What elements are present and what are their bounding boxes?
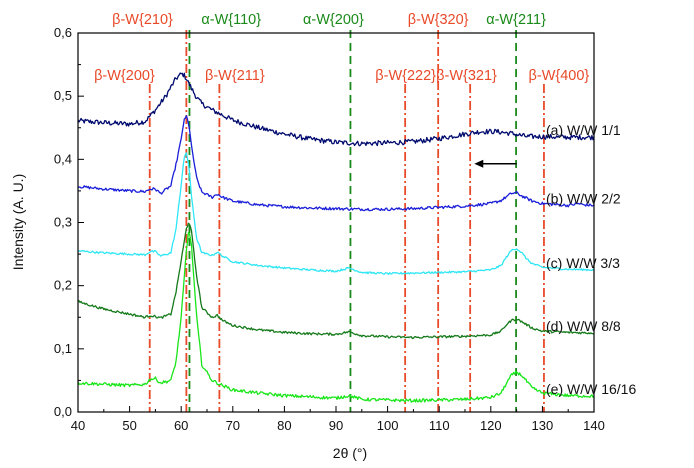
series-line-d-w-w-8-8 <box>77 222 595 340</box>
x-tick-label: 60 <box>174 418 188 433</box>
series-group <box>77 72 595 403</box>
y-tick-label: 0,0 <box>54 404 72 419</box>
series-label-c-w-w-3-3: (c) W/W 3/3 <box>546 255 620 271</box>
series-label-b-w-w-2-2: (b) W/W 2/2 <box>546 190 621 206</box>
x-tick-label: 140 <box>583 418 605 433</box>
ref-label-w-210: β-W{210} <box>112 12 173 28</box>
series-line-c-w-w-3-3 <box>77 152 595 276</box>
series-line-a-w-w-1-1 <box>77 72 595 147</box>
x-tick-label: 80 <box>277 418 291 433</box>
reference-lines <box>148 30 545 412</box>
y-tick-label: 0,3 <box>54 215 72 230</box>
ref-label-w-211: α-W{211} <box>486 12 546 28</box>
series-line-e-w-w-16-16 <box>77 231 595 403</box>
x-tick-label: 90 <box>329 418 343 433</box>
x-tick-label: 130 <box>532 418 554 433</box>
shift-arrow-head-icon <box>474 159 484 168</box>
y-tick-label: 0,2 <box>54 278 72 293</box>
y-tick-label: 0,6 <box>54 25 72 40</box>
ref-label-w-321: β-W{321} <box>436 68 497 84</box>
ref-label-w-320: β-W{320} <box>408 12 469 28</box>
x-tick-label: 120 <box>480 418 502 433</box>
x-tick-label: 40 <box>71 418 85 433</box>
x-tick-label: 70 <box>226 418 240 433</box>
x-axis-title: 2θ (°) <box>333 445 367 461</box>
y-tick-label: 0,5 <box>54 88 72 103</box>
ref-label-w-110: α-W{110} <box>201 12 261 28</box>
labels: β-W{200} β-W{210} α-W{110} β-W{211} α-W{200}… <box>94 12 636 397</box>
ref-label-w-222: β-W{222} <box>375 68 436 84</box>
annotations <box>474 159 517 168</box>
y-tick-label: 0,1 <box>54 341 72 356</box>
series-label-e-w-w-16-16: (e) W/W 16/16 <box>546 381 636 397</box>
ref-label-w-211: β-W{211} <box>205 68 265 84</box>
x-tick-label: 110 <box>429 418 450 433</box>
y-axis-title: Intensity (A. U.) <box>10 174 26 270</box>
x-tick-label: 50 <box>122 418 136 433</box>
y-tick-label: 0,4 <box>54 151 72 166</box>
ref-label-w-400: β-W{400} <box>529 68 590 84</box>
ref-label-w-200: β-W{200} <box>94 68 155 84</box>
x-tick-label: 100 <box>377 418 399 433</box>
series-label-d-w-w-8-8: (d) W/W 8/8 <box>546 318 621 334</box>
series-label-a-w-w-1-1: (a) W/W 1/1 <box>546 122 621 138</box>
ref-label-w-200: α-W{200} <box>303 12 364 28</box>
series-line-b-w-w-2-2 <box>77 115 595 212</box>
axes: 40 50 60 70 80 90 100 110 120 130 140 0,0 0,1 0,2 0,3 0… <box>54 25 605 433</box>
